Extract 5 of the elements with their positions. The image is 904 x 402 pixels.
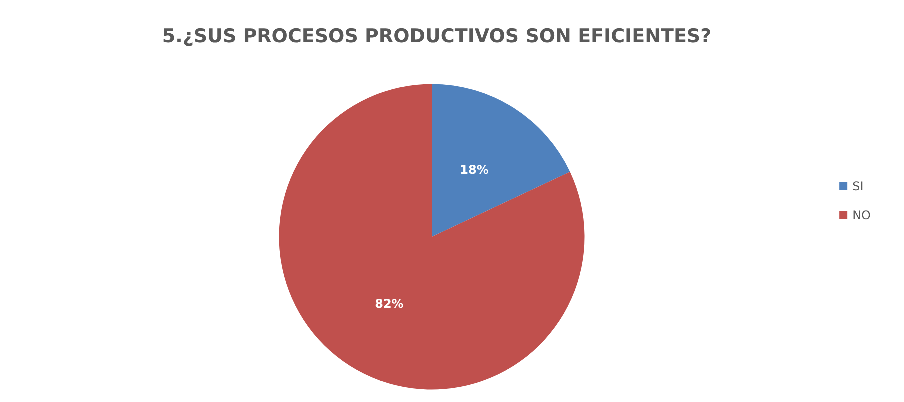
data-label: 18% — [460, 162, 489, 177]
legend-label: NO — [852, 208, 871, 222]
data-label: 82% — [375, 297, 404, 312]
legend-label: SI — [852, 180, 864, 194]
chart-title: 5.¿SUS PROCESOS PRODUCTIVOS SON EFICIENTES? — [162, 26, 712, 48]
